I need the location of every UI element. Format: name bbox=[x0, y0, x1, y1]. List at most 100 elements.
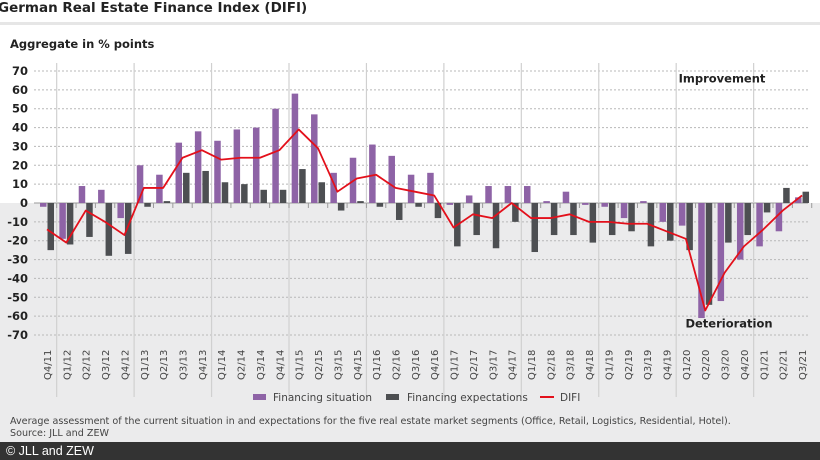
x-tick-label: Q3/12 bbox=[101, 350, 112, 380]
financing-situation-bar bbox=[407, 174, 415, 203]
y-tick-label: -10 bbox=[7, 215, 28, 229]
financing-expectations-bar bbox=[628, 203, 635, 232]
copyright-text: © JLL and ZEW bbox=[6, 444, 94, 458]
x-tick-label: Q4/17 bbox=[508, 350, 519, 380]
financing-situation-bar bbox=[620, 203, 628, 219]
x-tick-label: Q2/16 bbox=[391, 350, 402, 380]
financing-expectations-bar bbox=[608, 203, 616, 236]
x-tick-label: Q1/18 bbox=[527, 350, 538, 380]
financing-situation-bar bbox=[214, 140, 221, 203]
financing-expectations-bar bbox=[163, 201, 171, 203]
copyright-bar: © JLL and ZEW bbox=[0, 442, 820, 460]
x-tick-label: Q2/12 bbox=[82, 350, 93, 380]
x-tick-label: Q2/17 bbox=[469, 350, 480, 380]
x-tick-label: Q3/15 bbox=[333, 350, 344, 380]
financing-expectations-bar bbox=[105, 203, 113, 256]
financing-situation-bar bbox=[678, 203, 686, 226]
financing-situation-bar bbox=[156, 174, 163, 203]
financing-expectations-bar bbox=[318, 182, 326, 203]
y-tick-label: -40 bbox=[7, 271, 28, 285]
x-tick-label: Q1/19 bbox=[604, 350, 615, 380]
financing-situation-bar bbox=[736, 203, 744, 260]
y-tick-label: 50 bbox=[12, 102, 28, 116]
x-tick-label: Q3/19 bbox=[643, 350, 654, 380]
x-tick-label: Q3/20 bbox=[721, 350, 732, 380]
financing-situation-bar bbox=[78, 186, 86, 203]
y-tick-label: 40 bbox=[12, 121, 28, 135]
financing-expectations-bar bbox=[725, 203, 732, 243]
x-tick-label: Q4/11 bbox=[43, 350, 54, 380]
x-tick-label: Q1/17 bbox=[450, 350, 461, 380]
financing-expectations-bar bbox=[705, 203, 713, 305]
financing-situation-bar bbox=[98, 189, 105, 203]
chart-footnote: Average assessment of the current situat… bbox=[10, 416, 731, 440]
y-tick-label: 70 bbox=[12, 64, 28, 78]
x-tick-label: Q2/14 bbox=[237, 350, 248, 380]
difi-line bbox=[46, 128, 803, 312]
x-tick-label: Q1/13 bbox=[140, 350, 151, 380]
financing-situation-bar bbox=[756, 203, 763, 247]
x-tick-label: Q4/16 bbox=[430, 350, 441, 380]
financing-expectations-bar bbox=[512, 203, 519, 222]
y-tick-label: -70 bbox=[7, 328, 28, 342]
financing-situation-bar bbox=[330, 172, 337, 203]
x-tick-label: Q3/16 bbox=[411, 350, 422, 380]
financing-expectations-bar bbox=[802, 191, 810, 203]
y-tick-label: 60 bbox=[12, 83, 28, 97]
x-tick-label: Q4/15 bbox=[353, 350, 364, 380]
financing-expectations-bar bbox=[783, 187, 790, 203]
x-tick-label: Q3/21 bbox=[798, 350, 809, 380]
financing-expectations-bar bbox=[241, 184, 248, 203]
financing-situation-bar bbox=[795, 197, 802, 203]
financing-expectations-bar bbox=[395, 203, 403, 220]
financing-expectations-bar bbox=[744, 203, 751, 236]
financing-situation-bar bbox=[659, 203, 667, 222]
x-tick-label: Q2/20 bbox=[701, 350, 712, 380]
financing-situation-bar bbox=[446, 203, 454, 205]
y-tick-label: 10 bbox=[12, 177, 28, 191]
financing-expectations-bar bbox=[66, 203, 74, 245]
financing-expectations-bar bbox=[86, 203, 93, 237]
financing-expectations-bar bbox=[124, 203, 132, 254]
financing-situation-bar bbox=[465, 195, 473, 203]
financing-situation-bar bbox=[543, 201, 550, 203]
financing-expectations-bar bbox=[47, 203, 54, 251]
financing-situation-bar bbox=[233, 129, 241, 203]
x-tick-label: Q4/19 bbox=[663, 350, 674, 380]
x-tick-label: Q1/14 bbox=[217, 350, 228, 380]
financing-situation-bar bbox=[698, 203, 705, 319]
y-tick-label: -50 bbox=[7, 290, 28, 304]
financing-situation-bar bbox=[136, 165, 144, 203]
financing-expectations-bar bbox=[144, 203, 151, 207]
improvement-annotation: Improvement bbox=[679, 71, 766, 85]
chart-svg: 70 60 50 40 30 20 10 0 -10 -20 -30 -40 -50 -60 -70 Q4/… bbox=[7, 63, 813, 404]
financing-expectations-bar bbox=[570, 203, 577, 236]
y-axis-title: Aggregate in % points bbox=[10, 37, 155, 51]
x-tick-label: Q3/13 bbox=[179, 350, 190, 380]
financing-expectations-bar bbox=[589, 203, 597, 243]
financing-situation-bar bbox=[601, 203, 608, 207]
x-tick-label: Q4/18 bbox=[585, 350, 596, 380]
financing-expectations-bar bbox=[686, 203, 693, 251]
y-tick-label: 20 bbox=[12, 158, 28, 172]
financing-expectations-bar bbox=[260, 189, 267, 203]
financing-expectations-bar bbox=[415, 203, 422, 207]
x-tick-label: Q4/13 bbox=[198, 350, 209, 380]
legend-label-financing-expectations: Financing expectations bbox=[407, 392, 528, 404]
financing-expectations-bar bbox=[183, 172, 190, 203]
financing-expectations-bar bbox=[492, 203, 500, 249]
financing-situation-bar bbox=[504, 186, 512, 203]
x-tick-label: Q2/21 bbox=[779, 350, 790, 380]
financing-situation-bar bbox=[117, 203, 124, 219]
financing-situation-bar bbox=[485, 186, 492, 203]
financing-expectations-bar bbox=[550, 203, 558, 236]
financing-situation-bar bbox=[524, 186, 531, 203]
financing-expectations-bar bbox=[202, 170, 209, 203]
y-tick-label: -20 bbox=[7, 234, 28, 248]
financing-situation-bar bbox=[40, 203, 47, 207]
financing-expectations-bar bbox=[473, 203, 480, 236]
legend-swatch-financing-situation bbox=[253, 394, 266, 400]
financing-situation-bar bbox=[59, 203, 66, 239]
financing-expectations-bar bbox=[357, 201, 364, 203]
x-tick-label: Q2/15 bbox=[314, 350, 325, 380]
